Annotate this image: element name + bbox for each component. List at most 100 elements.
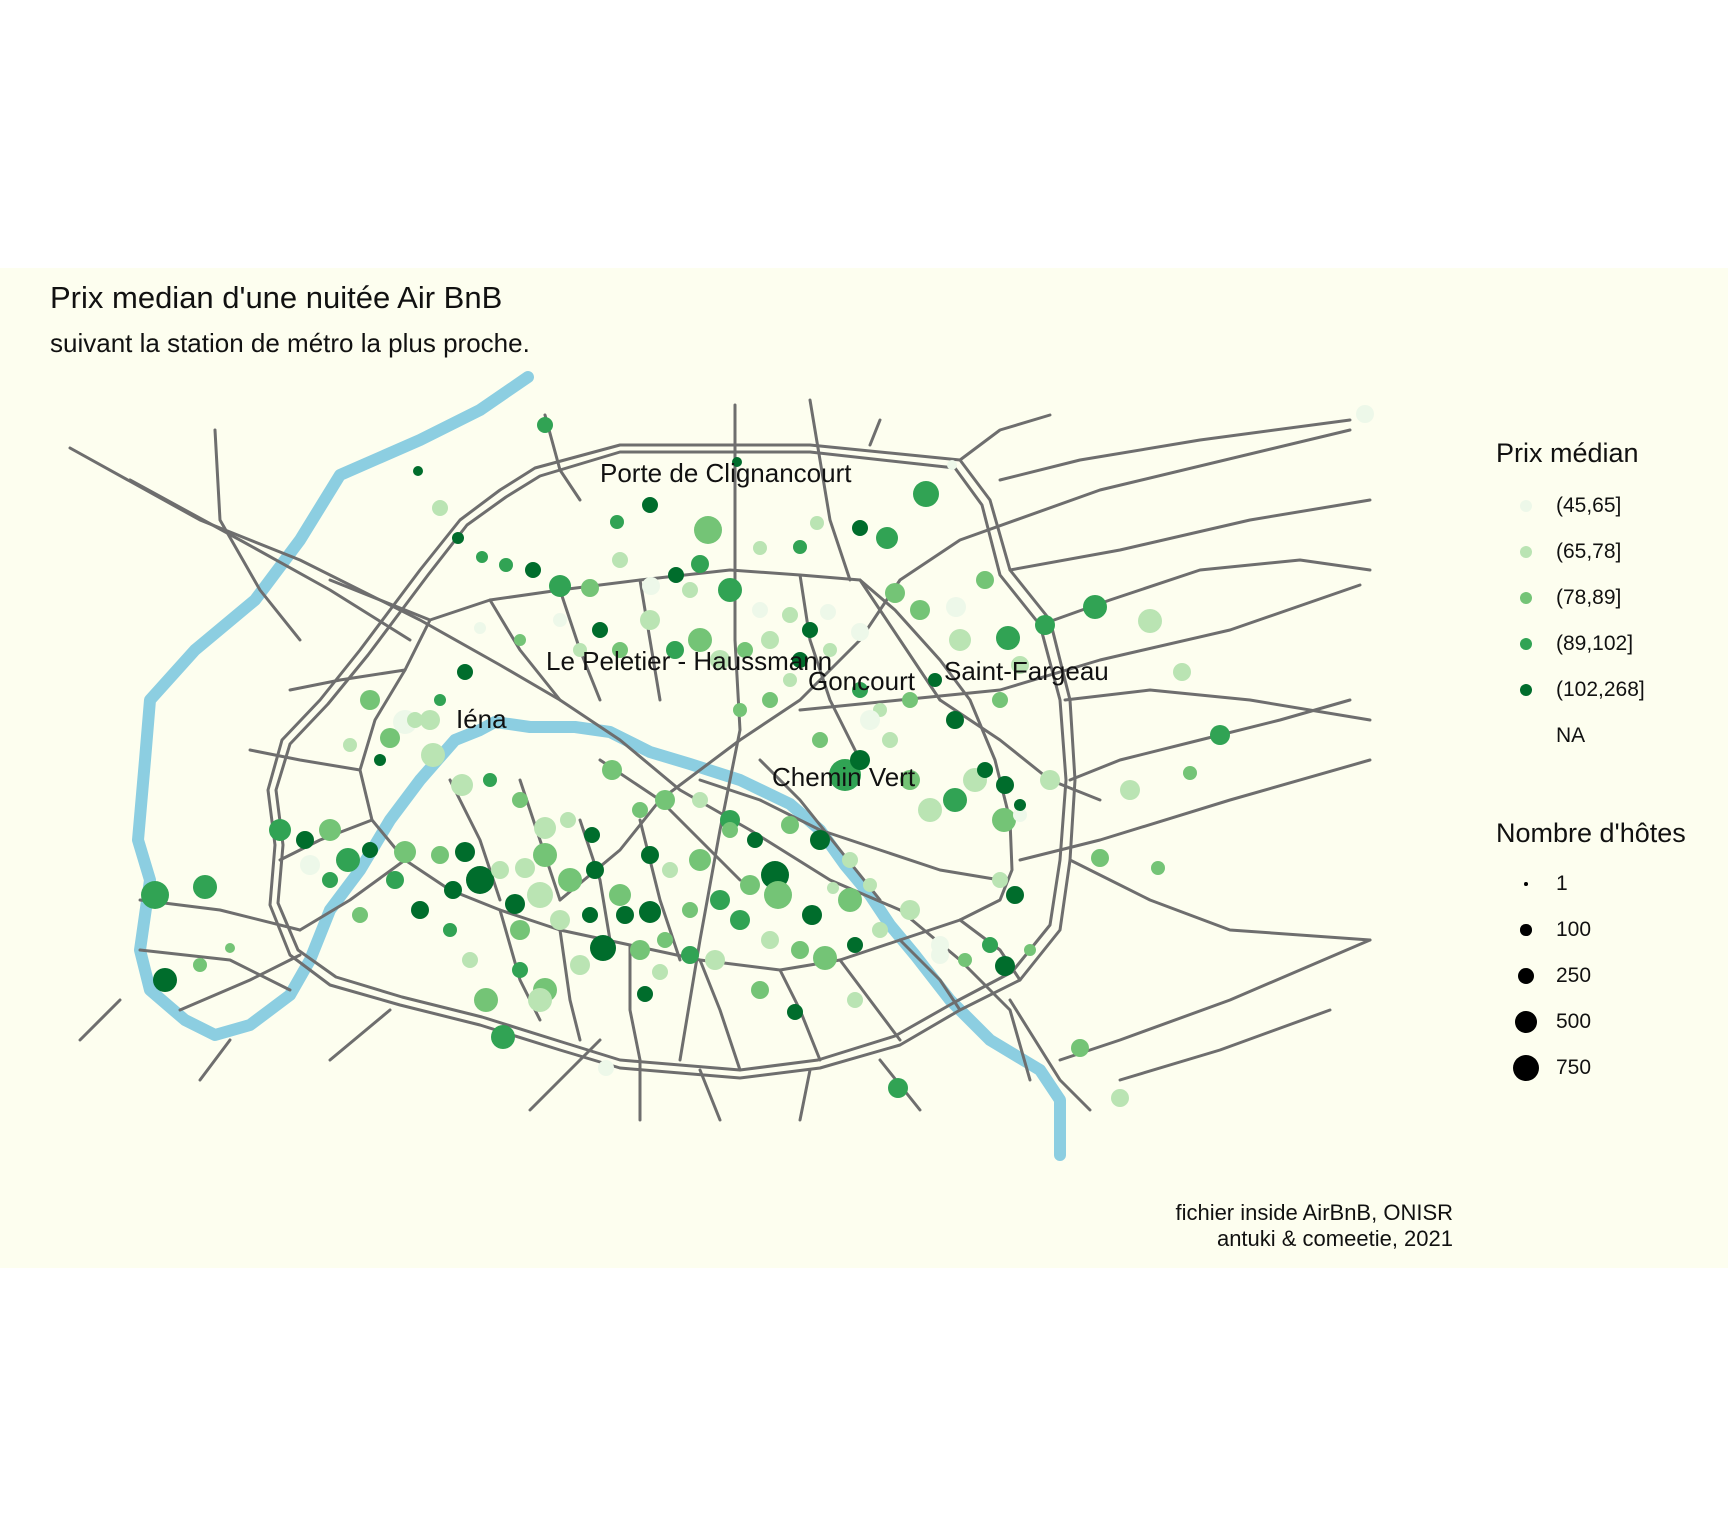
station-bubble xyxy=(466,866,494,894)
station-bubble xyxy=(747,832,763,848)
station-bubble xyxy=(474,622,486,634)
station-bubble xyxy=(319,819,341,841)
station-bubble xyxy=(582,907,598,923)
station-bubble xyxy=(336,848,360,872)
legend-size-symbol xyxy=(1506,910,1546,950)
station-bubble xyxy=(947,460,957,470)
station-bubble xyxy=(885,583,905,603)
station-bubble xyxy=(380,728,400,748)
station-bubble xyxy=(610,515,624,529)
station-bubble xyxy=(851,623,869,641)
station-bubble xyxy=(882,732,898,748)
station-bubble xyxy=(612,642,628,658)
legend-color-title: Prix médian xyxy=(1496,438,1639,468)
station-bubble xyxy=(193,958,207,972)
station-bubble xyxy=(1014,799,1026,811)
station-bubble xyxy=(153,968,177,992)
station-bubble xyxy=(681,946,699,964)
station-bubble xyxy=(1210,725,1230,745)
station-bubble xyxy=(823,643,837,657)
station-label: Goncourt xyxy=(808,666,916,696)
legend-color-label: (78,89] xyxy=(1556,586,1622,609)
station-bubble xyxy=(491,861,509,879)
station-bubble xyxy=(982,937,998,953)
station-bubble xyxy=(820,604,836,620)
station-bubble xyxy=(688,628,712,652)
station-bubble xyxy=(602,760,622,780)
station-bubble xyxy=(876,527,898,549)
station-bubble xyxy=(512,962,528,978)
station-bubble xyxy=(421,743,445,767)
station-bubble xyxy=(639,901,661,923)
station-bubble xyxy=(1183,766,1197,780)
station-bubble xyxy=(718,578,742,602)
station-bubble xyxy=(444,881,462,899)
station-bubble xyxy=(642,577,660,595)
station-bubble xyxy=(505,894,525,914)
station-bubble xyxy=(1035,615,1055,635)
station-bubble xyxy=(550,910,570,930)
station-bubble xyxy=(553,613,567,627)
station-bubble xyxy=(491,1025,515,1049)
station-bubble xyxy=(343,738,357,752)
station-bubble xyxy=(609,884,631,906)
station-bubble xyxy=(451,774,473,796)
legend-size-label: 500 xyxy=(1556,1010,1592,1033)
station-bubble xyxy=(812,732,828,748)
station-bubble xyxy=(946,597,966,617)
station-bubble xyxy=(838,888,862,912)
map-subtitle: suivant la station de métro la plus proc… xyxy=(50,328,530,358)
legend-size-label: 250 xyxy=(1556,964,1592,987)
station-bubble xyxy=(452,532,464,544)
station-bubble xyxy=(640,610,660,630)
station-bubble xyxy=(949,629,971,651)
station-bubble xyxy=(352,907,368,923)
station-bubble xyxy=(476,551,488,563)
legend-color-label: (45,65] xyxy=(1556,494,1622,517)
station-bubble xyxy=(710,650,730,670)
station-bubble xyxy=(928,673,942,687)
station-bubble xyxy=(900,900,920,920)
station-bubble xyxy=(694,516,722,544)
legend-color-swatch xyxy=(1506,532,1546,572)
station-bubble xyxy=(431,846,449,864)
station-bubble xyxy=(782,607,798,623)
station-bubble xyxy=(411,901,429,919)
station-bubble xyxy=(1040,770,1060,790)
station-bubble xyxy=(1151,861,1165,875)
station-bubble xyxy=(474,988,498,1012)
station-labels: Porte de Clignancourt Le Peletier - Haus… xyxy=(456,458,1109,792)
station-bubble xyxy=(527,882,553,908)
station-bubble xyxy=(852,682,868,698)
station-bubble xyxy=(528,988,552,1012)
station-bubble xyxy=(910,600,930,620)
station-bubble xyxy=(374,754,386,766)
station-bubble xyxy=(842,852,858,868)
station-bubble xyxy=(813,946,837,970)
station-bubble xyxy=(751,981,769,999)
station-bubble xyxy=(995,956,1015,976)
station-label: Iéna xyxy=(456,704,507,734)
station-bubble xyxy=(534,817,556,839)
station-bubble xyxy=(761,931,779,949)
station-bubble xyxy=(705,950,725,970)
legend-size-symbol xyxy=(1506,1002,1546,1042)
station-bubble xyxy=(793,540,807,554)
station-bubble xyxy=(732,457,742,467)
station-bubble xyxy=(657,932,673,948)
station-bubble xyxy=(225,943,235,953)
caption-source: fichier inside AirBnB, ONISR xyxy=(1175,1200,1453,1225)
station-bubble xyxy=(900,770,920,790)
station-bubble xyxy=(1173,663,1191,681)
station-bubble xyxy=(888,1078,908,1098)
station-bubble xyxy=(652,964,668,980)
legend-size-title: Nombre d'hôtes xyxy=(1496,818,1686,848)
station-bubble xyxy=(1083,595,1107,619)
station-bubble xyxy=(641,846,659,864)
station-bubble xyxy=(598,1060,614,1076)
station-label: Porte de Clignancourt xyxy=(600,458,852,488)
legend-size-symbol xyxy=(1506,864,1546,904)
station-label: Chemin Vert xyxy=(772,762,916,792)
legend-size-label: 750 xyxy=(1556,1056,1592,1079)
